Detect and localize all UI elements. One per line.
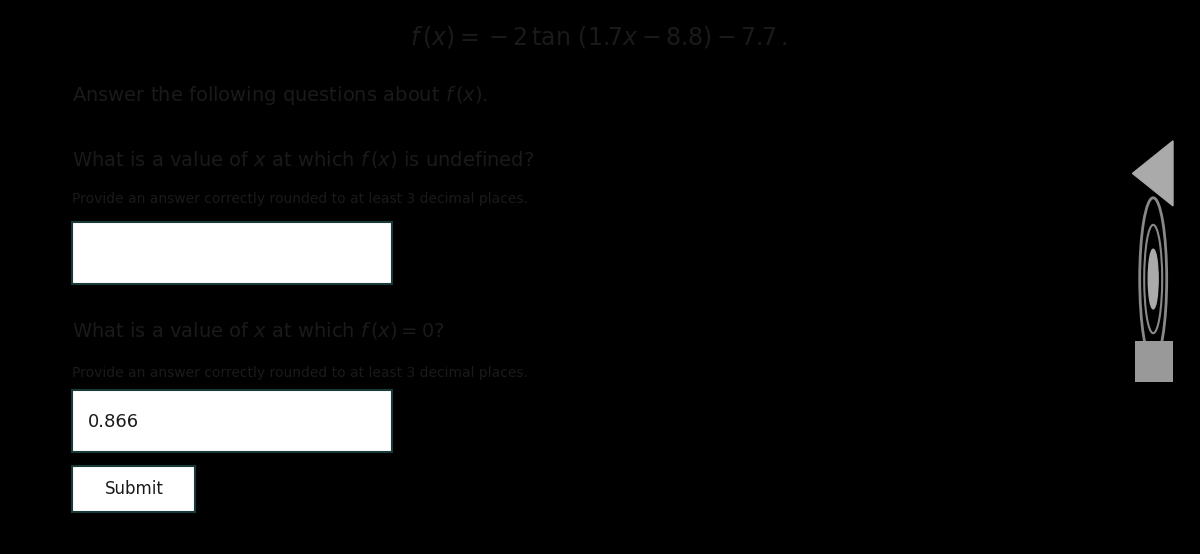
Polygon shape <box>1133 141 1174 206</box>
Text: 0.866: 0.866 <box>88 413 139 430</box>
Text: Provide an answer correctly rounded to at least 3 decimal places.: Provide an answer correctly rounded to a… <box>72 192 528 206</box>
Text: Submit: Submit <box>104 480 163 498</box>
Text: $f\,(x) = -2\,\tan\,(1.7x - 8.8) - 7.7\,.$: $f\,(x) = -2\,\tan\,(1.7x - 8.8) - 7.7\,… <box>410 24 787 50</box>
Text: Provide an answer correctly rounded to at least 3 decimal places.: Provide an answer correctly rounded to a… <box>72 366 528 379</box>
Circle shape <box>1148 249 1158 309</box>
FancyBboxPatch shape <box>72 390 391 453</box>
Text: What is a value of $x$ at which $f\,(x)$ is undefined?: What is a value of $x$ at which $f\,(x)$… <box>72 149 534 170</box>
FancyBboxPatch shape <box>72 222 391 284</box>
FancyBboxPatch shape <box>72 466 194 512</box>
Text: What is a value of $x$ at which $f\,(x) = 0$?: What is a value of $x$ at which $f\,(x) … <box>72 320 445 341</box>
Text: Answer the following questions about $f\,(x)$.: Answer the following questions about $f\… <box>72 84 488 107</box>
FancyBboxPatch shape <box>1135 341 1174 382</box>
